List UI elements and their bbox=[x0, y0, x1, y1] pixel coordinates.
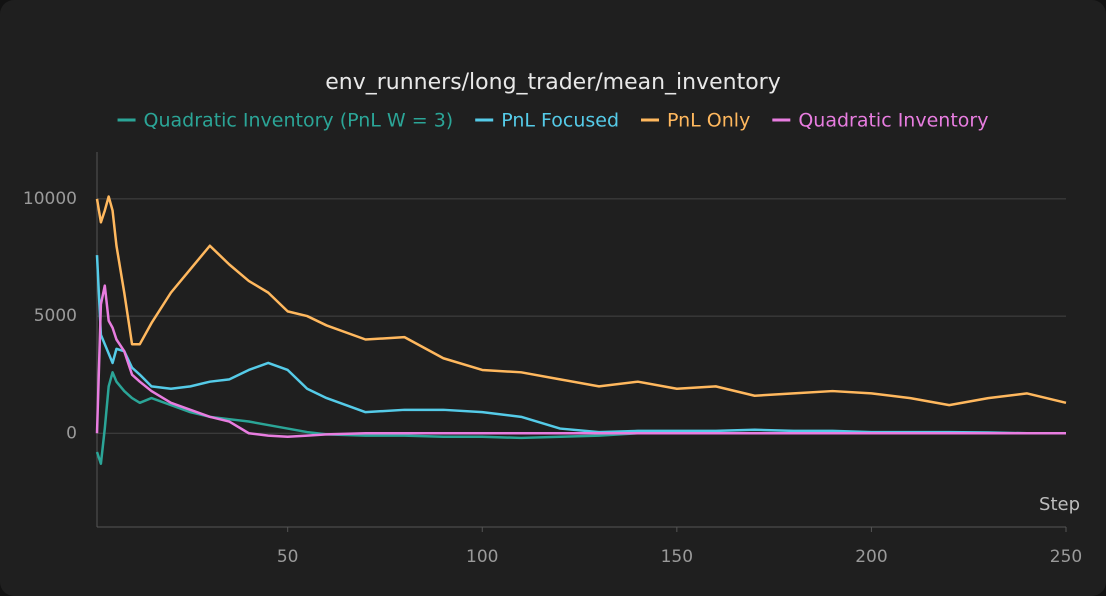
y-tick-label: 0 bbox=[66, 423, 77, 443]
series-line bbox=[95, 195, 1067, 407]
chart-title: env_runners/long_trader/mean_inventory bbox=[325, 70, 781, 95]
legend-label: PnL Focused bbox=[501, 110, 619, 132]
y-tick-label: 5000 bbox=[34, 306, 77, 326]
legend-label: Quadratic Inventory bbox=[798, 110, 988, 132]
x-axis-label: Step bbox=[1039, 494, 1080, 515]
y-tick-label: 10000 bbox=[23, 189, 77, 209]
x-tick-label: 150 bbox=[661, 547, 693, 567]
x-tick-label: 200 bbox=[855, 547, 887, 567]
x-tick-label: 50 bbox=[277, 547, 299, 567]
legend-label: Quadratic Inventory (PnL W = 3) bbox=[144, 110, 454, 132]
x-tick-label: 250 bbox=[1050, 547, 1082, 567]
x-tick-label: 100 bbox=[466, 547, 498, 567]
series-line bbox=[95, 284, 1066, 439]
legend-label: PnL Only bbox=[667, 110, 750, 132]
